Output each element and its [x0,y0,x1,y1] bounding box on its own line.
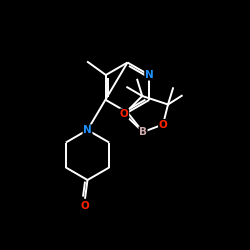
Text: O: O [120,109,128,119]
Text: N: N [145,70,154,80]
Text: N: N [83,125,92,135]
Text: O: O [80,201,90,211]
Text: O: O [159,120,168,130]
Text: B: B [139,127,147,137]
